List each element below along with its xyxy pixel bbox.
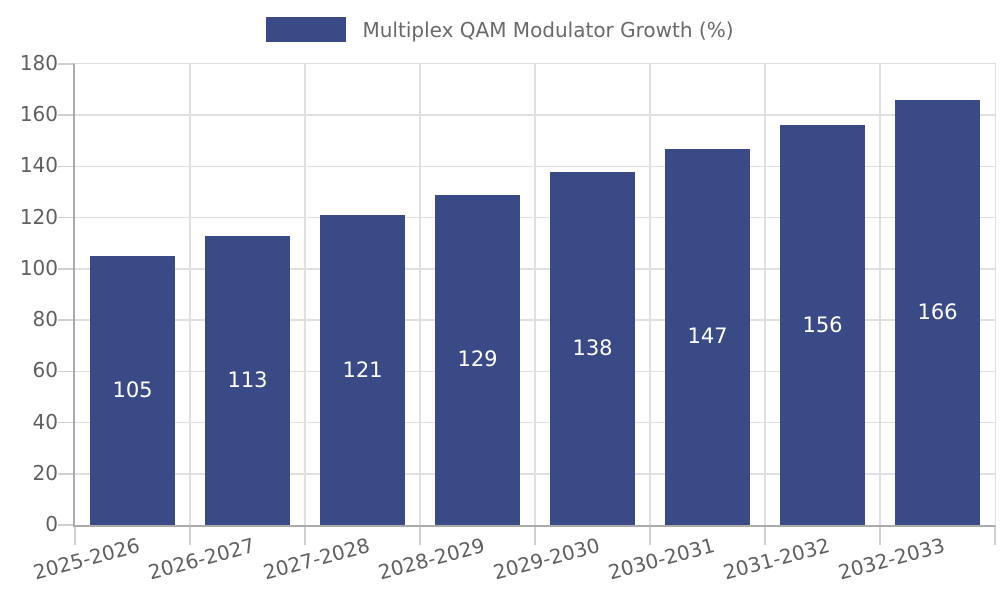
gridline-v bbox=[419, 64, 421, 525]
x-tick-label: 2025-2026 bbox=[31, 533, 143, 585]
y-tick-mark bbox=[58, 63, 73, 65]
y-tick-mark bbox=[58, 319, 73, 321]
bar-value-label: 129 bbox=[457, 347, 498, 372]
x-tick-label: 2028-2029 bbox=[376, 533, 488, 585]
y-tick-label: 100 bbox=[19, 255, 58, 280]
x-tick-label: 2029-2030 bbox=[491, 533, 603, 585]
x-tick-mark bbox=[419, 527, 421, 545]
bar: 113 bbox=[205, 235, 290, 525]
bar: 147 bbox=[665, 148, 750, 525]
bar-value-label: 166 bbox=[917, 299, 958, 324]
bar-value-label: 156 bbox=[802, 312, 843, 337]
x-tick-label: 2030-2031 bbox=[606, 533, 718, 585]
y-tick-label: 180 bbox=[19, 51, 58, 75]
legend-label: Multiplex QAM Modulator Growth (%) bbox=[362, 17, 734, 42]
y-tick-mark bbox=[58, 370, 73, 373]
x-tick-mark bbox=[994, 527, 996, 545]
x-tick-mark bbox=[189, 527, 191, 545]
y-tick-label: 120 bbox=[19, 204, 58, 229]
y-tick-mark bbox=[58, 473, 73, 475]
bar-value-label: 138 bbox=[572, 335, 613, 360]
x-tick-mark bbox=[764, 527, 766, 545]
y-tick-mark bbox=[58, 114, 73, 116]
x-tick-label: 2032-2033 bbox=[836, 533, 948, 585]
y-tick-label: 80 bbox=[32, 307, 58, 332]
y-tick-mark bbox=[58, 268, 73, 270]
y-tick-mark bbox=[58, 216, 73, 219]
gridline-v bbox=[304, 64, 306, 525]
bar: 105 bbox=[90, 256, 175, 525]
y-tick-label: 140 bbox=[19, 153, 58, 178]
bar: 156 bbox=[780, 125, 865, 525]
y-tick-mark bbox=[58, 421, 73, 424]
y-tick-label: 20 bbox=[32, 460, 58, 485]
y-tick-label: 0 bbox=[45, 512, 58, 536]
gridline-v bbox=[764, 64, 766, 525]
plot-area: 105 113 121 129 138 147 156 166 bbox=[58, 63, 996, 545]
bar-value-label: 121 bbox=[342, 357, 383, 382]
y-tick-mark bbox=[58, 165, 73, 168]
x-tick-mark bbox=[304, 527, 306, 545]
y-tick-label: 60 bbox=[32, 358, 58, 383]
x-tick-mark bbox=[649, 527, 651, 545]
bar-value-label: 113 bbox=[227, 367, 268, 392]
bar: 166 bbox=[895, 99, 980, 525]
x-tick-mark bbox=[879, 527, 881, 545]
x-tick-mark bbox=[534, 527, 536, 545]
bar: 121 bbox=[320, 215, 405, 525]
x-tick-label: 2027-2028 bbox=[261, 533, 373, 585]
gridline-v bbox=[189, 64, 191, 525]
y-tick-label: 160 bbox=[19, 102, 58, 127]
legend-swatch bbox=[266, 17, 347, 42]
bar: 129 bbox=[435, 194, 520, 525]
legend: Multiplex QAM Modulator Growth (%) bbox=[0, 17, 1000, 42]
x-tick-mark bbox=[74, 527, 76, 545]
y-tick-mark bbox=[58, 524, 73, 526]
bar: 138 bbox=[550, 171, 635, 525]
bar-value-label: 147 bbox=[687, 324, 728, 349]
gridline-v bbox=[649, 64, 651, 525]
gridline-v bbox=[534, 64, 536, 525]
bar-value-label: 105 bbox=[112, 378, 153, 403]
gridline-v bbox=[879, 64, 881, 525]
x-tick-label: 2026-2027 bbox=[146, 533, 258, 585]
y-tick-label: 40 bbox=[32, 409, 58, 434]
x-tick-label: 2031-2032 bbox=[721, 533, 833, 585]
